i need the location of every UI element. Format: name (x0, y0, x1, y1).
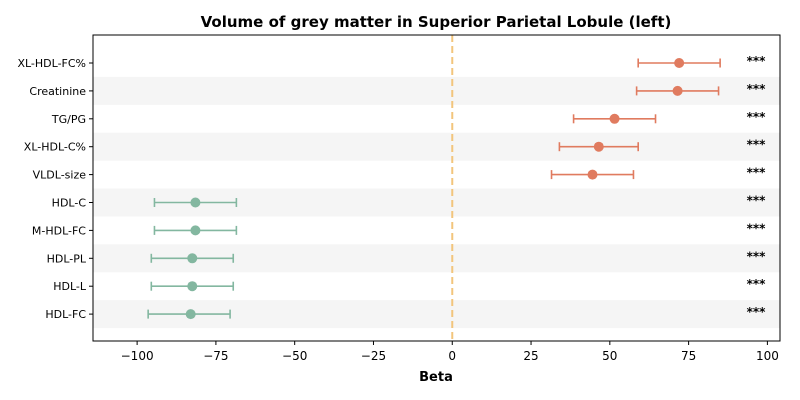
point-estimate (190, 197, 201, 208)
y-tick-label: VLDL-size (33, 169, 87, 182)
x-tick-label: 100 (756, 349, 779, 363)
significance-label: *** (747, 138, 767, 152)
significance-label: *** (747, 221, 767, 235)
y-tick-label: XL-HDL-C% (24, 141, 86, 154)
x-tick-label: −25 (361, 349, 386, 363)
data-marks: *** *** *** *** *** *** *** *** *** *** (147, 54, 767, 320)
estimate-row: *** (635, 82, 767, 96)
row-band (93, 132, 780, 161)
significance-label: *** (747, 82, 767, 96)
significance-label: *** (747, 249, 767, 263)
x-tick-label: 75 (681, 349, 696, 363)
x-tick-label: 50 (602, 349, 617, 363)
y-tick-label: HDL-FC (45, 308, 86, 321)
estimate-row: *** (550, 166, 767, 180)
point-estimate (593, 141, 604, 152)
point-estimate (187, 253, 198, 264)
significance-label: *** (747, 54, 767, 68)
x-tick-label: 25 (523, 349, 538, 363)
estimate-row: *** (572, 110, 767, 124)
x-axis-label: Beta (419, 370, 453, 385)
plot-frame (92, 34, 781, 342)
significance-label: *** (747, 194, 767, 208)
estimate-row: *** (153, 221, 767, 236)
x-axis-ticks: −100 −75 −50 −25 0 25 50 75 100 (121, 341, 779, 363)
point-estimate (587, 169, 598, 180)
point-estimate (674, 58, 685, 68)
x-tick-label: 0 (448, 349, 456, 363)
y-tick-label: HDL-L (53, 280, 87, 293)
estimate-row: *** (153, 194, 767, 208)
y-tick-label: Creatinine (29, 85, 86, 98)
point-estimate (185, 309, 196, 320)
estimate-row: *** (637, 54, 767, 68)
estimate-row: *** (147, 305, 767, 320)
y-tick-label: HDL-C (52, 197, 87, 210)
estimate-row: *** (558, 138, 767, 152)
estimate-row: *** (150, 249, 767, 264)
y-axis-ticks: XL-HDL-FC% Creatinine TG/PG XL-HDL-C% VLDL-s… (17, 57, 93, 321)
point-estimate (187, 281, 198, 292)
significance-label: *** (747, 277, 767, 291)
x-tick-label: −100 (121, 349, 154, 363)
y-tick-label: M-HDL-FC (32, 224, 86, 237)
point-estimate (609, 113, 620, 124)
point-estimate (672, 85, 683, 96)
significance-label: *** (747, 110, 767, 124)
point-estimate (190, 225, 201, 236)
chart-title: Volume of grey matter in Superior Pariet… (201, 13, 672, 31)
significance-label: *** (747, 305, 767, 319)
estimate-row: *** (150, 277, 767, 292)
y-tick-label: XL-HDL-FC% (17, 57, 86, 70)
x-tick-label: −75 (203, 349, 228, 363)
significance-label: *** (747, 166, 767, 180)
x-tick-label: −50 (282, 349, 307, 363)
y-tick-label: HDL-PL (47, 252, 87, 265)
y-tick-label: TG/PG (51, 113, 86, 126)
